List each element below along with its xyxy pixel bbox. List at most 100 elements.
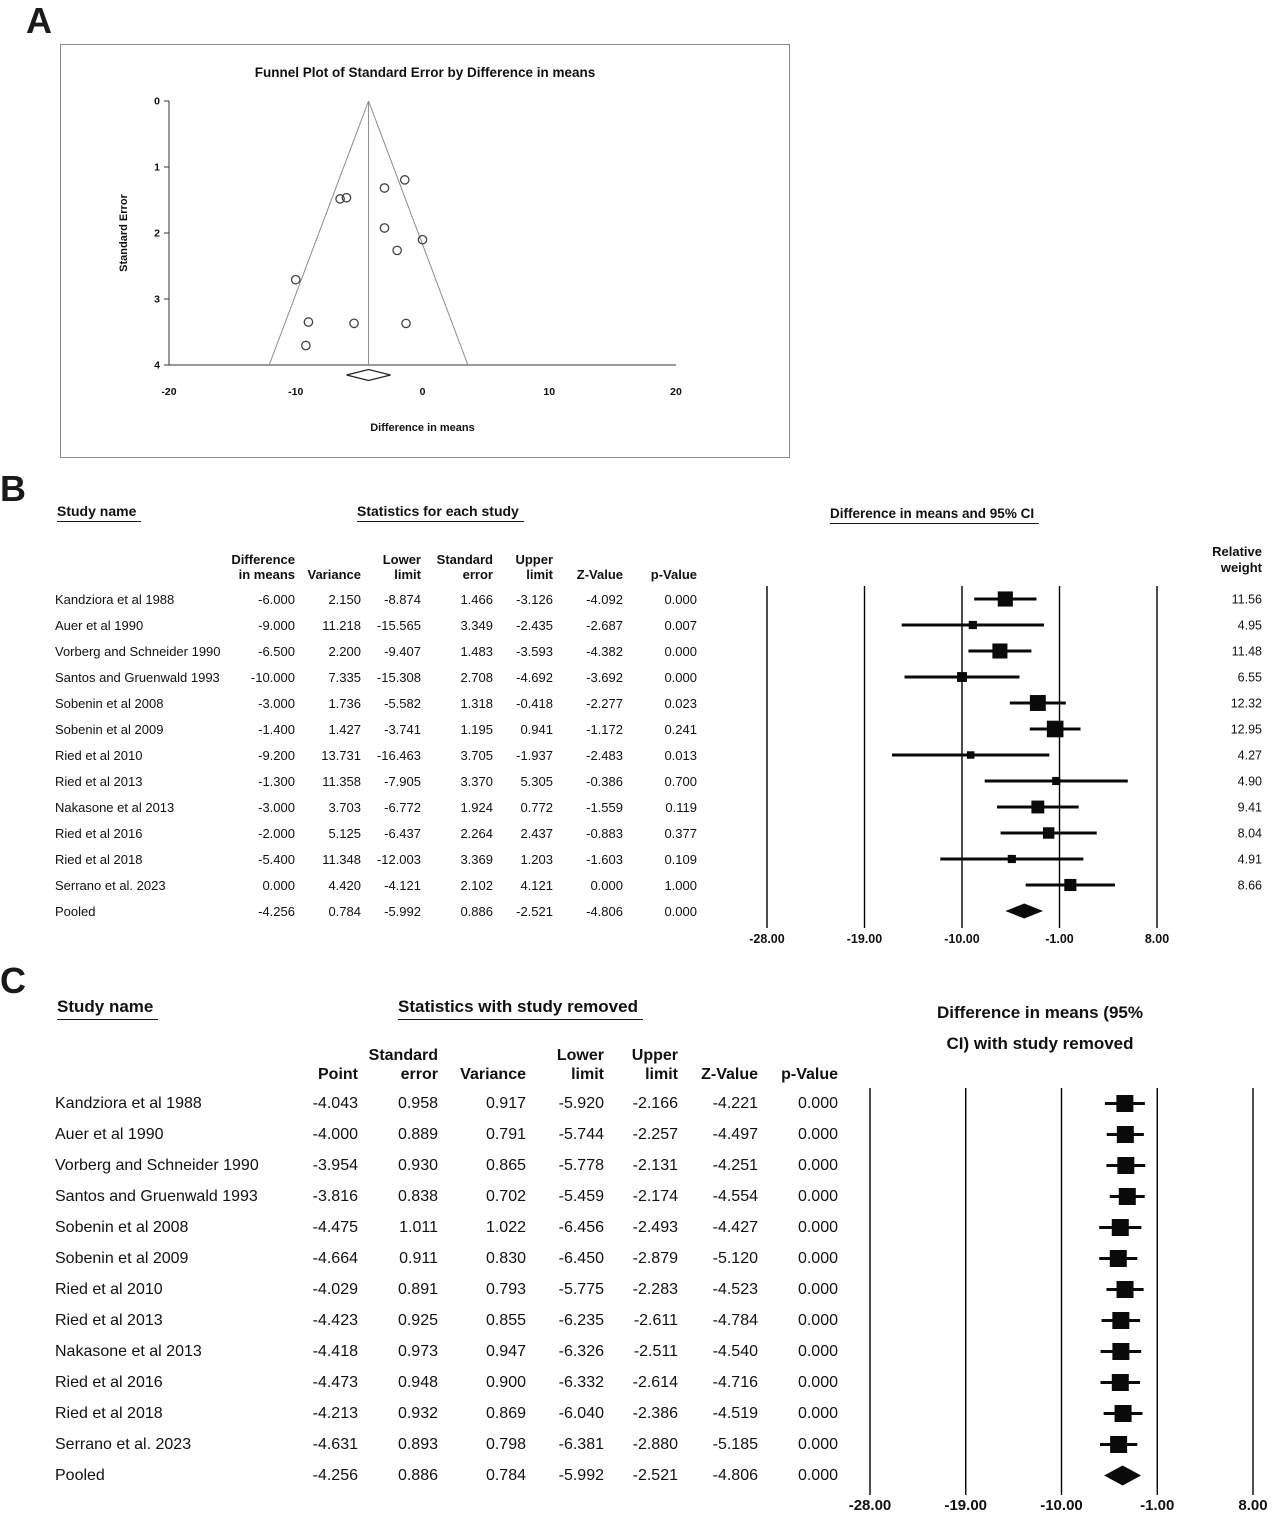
stat-cell-lower: -6.437 bbox=[384, 825, 421, 841]
stat-cell-point: -3.816 bbox=[312, 1187, 358, 1205]
study-row: Auer et al 1990 -9.000 11.218 -15.565 3.349 -… bbox=[55, 612, 699, 638]
stat-cell-p: 0.109 bbox=[664, 851, 697, 867]
study-name-cell: Kandziora et al 1988 bbox=[55, 591, 175, 607]
study-point bbox=[301, 340, 311, 351]
point-estimate-square bbox=[997, 591, 1013, 607]
stat-cell-se: 0.838 bbox=[397, 1187, 438, 1205]
study-point bbox=[399, 175, 410, 185]
stat-cell-upper: -2.521 bbox=[516, 903, 553, 919]
stat-cell-z: -4.554 bbox=[712, 1187, 758, 1205]
stat-cell-p: 0.023 bbox=[664, 695, 697, 711]
stat-cell-se: 2.102 bbox=[460, 877, 493, 893]
stat-cell-p: 0.241 bbox=[664, 721, 697, 737]
relative-weight-value: 12.32 bbox=[1231, 697, 1262, 711]
point-estimate-square bbox=[1064, 878, 1077, 892]
panel-c-column-header-row: Point Standard error Variance Lower limit … bbox=[55, 1036, 840, 1088]
col-header-upper-limit: Upper limit bbox=[495, 544, 555, 586]
stat-cell-z: -1.172 bbox=[586, 721, 623, 737]
col-header-variance: Variance bbox=[440, 1036, 528, 1088]
weight-header-line1: Relative bbox=[1212, 544, 1262, 559]
y-tick-label: 1 bbox=[154, 162, 160, 174]
stat-cell-variance: 0.784 bbox=[485, 1466, 526, 1484]
pooled-diamond-open bbox=[346, 368, 391, 382]
panel-b-stats-group-header: Statistics for each study bbox=[357, 503, 524, 522]
stat-cell-z: -2.483 bbox=[586, 747, 623, 763]
col-header-line: Standard bbox=[368, 1047, 438, 1064]
stat-cell-lower: -5.459 bbox=[558, 1187, 604, 1205]
point-estimate-square bbox=[966, 751, 975, 759]
stat-cell-lower: -5.775 bbox=[558, 1280, 604, 1298]
point-estimate-square bbox=[957, 672, 967, 682]
stat-cell-variance: 2.200 bbox=[328, 643, 361, 659]
stat-cell-lower: -5.582 bbox=[384, 695, 421, 711]
stat-cell-p: 0.000 bbox=[797, 1311, 838, 1329]
stat-cell-p: 0.700 bbox=[664, 773, 697, 789]
stat-cell-z: -5.185 bbox=[712, 1435, 758, 1453]
col-header-lower-limit: Lower limit bbox=[363, 544, 423, 586]
stat-cell-upper: -2.174 bbox=[632, 1187, 678, 1205]
stat-cell-variance: 11.348 bbox=[322, 851, 361, 867]
relative-weight-value: 11.56 bbox=[1232, 593, 1262, 607]
axis-tick-label: 8.00 bbox=[1145, 932, 1169, 946]
col-header-line: Upper bbox=[631, 1047, 678, 1064]
panel-a-label: A bbox=[26, 0, 52, 41]
stat-cell-diff: -3.000 bbox=[258, 695, 295, 711]
stat-cell-variance: 0.702 bbox=[485, 1187, 526, 1205]
study-name-cell: Sobenin et al 2009 bbox=[55, 721, 164, 737]
col-header-line: Variance bbox=[307, 567, 362, 582]
stat-cell-se: 0.925 bbox=[397, 1311, 438, 1329]
stat-cell-se: 0.932 bbox=[397, 1404, 438, 1422]
point-estimate-square bbox=[1116, 1126, 1134, 1143]
stat-cell-z: -4.251 bbox=[712, 1156, 758, 1174]
stat-cell-p: 0.000 bbox=[797, 1435, 838, 1453]
stat-cell-lower: -6.040 bbox=[558, 1404, 604, 1422]
stat-cell-variance: 0.798 bbox=[485, 1435, 526, 1453]
stat-cell-se: 1.483 bbox=[460, 643, 493, 659]
study-name-cell: Ried et al 2013 bbox=[55, 1311, 163, 1329]
col-header-variance: Variance bbox=[297, 544, 363, 586]
study-name-cell: Ried et al 2018 bbox=[55, 851, 143, 867]
stat-cell-point: -4.475 bbox=[312, 1218, 358, 1236]
study-row: Kandziora et al 1988 -4.043 0.958 0.917 -5.9… bbox=[55, 1088, 840, 1119]
point-estimate-square bbox=[1116, 1281, 1134, 1298]
point-estimate-square bbox=[1052, 776, 1061, 786]
point-estimate-square bbox=[1111, 1374, 1129, 1391]
study-point bbox=[379, 183, 390, 193]
stat-cell-lower: -12.003 bbox=[376, 851, 421, 867]
col-header-upper-limit: Upper limit bbox=[606, 1036, 680, 1088]
relative-weight-value: 12.95 bbox=[1231, 723, 1262, 737]
stat-cell-z: -4.427 bbox=[712, 1218, 758, 1236]
study-row: Ried et al 2018 -5.400 11.348 -12.003 3.369 1… bbox=[55, 846, 699, 872]
funnel-right-line bbox=[368, 100, 469, 366]
panel-c-study-name-header: Study name bbox=[57, 997, 159, 1020]
stat-cell-z: -2.277 bbox=[586, 695, 623, 711]
stat-cell-diff: -4.256 bbox=[258, 903, 295, 919]
stat-cell-z: -4.519 bbox=[712, 1404, 758, 1422]
stat-cell-upper: 0.941 bbox=[520, 721, 553, 737]
study-name-cell: Pooled bbox=[55, 903, 96, 919]
stat-cell-upper: -2.131 bbox=[632, 1156, 678, 1174]
stat-cell-p: 0.007 bbox=[664, 617, 697, 633]
col-header-line: Point bbox=[318, 1066, 358, 1083]
stat-cell-diff: 0.000 bbox=[262, 877, 295, 893]
point-estimate-square bbox=[1007, 854, 1016, 864]
x-axis-title: Difference in means bbox=[370, 422, 475, 434]
col-header-line: limit bbox=[571, 1066, 604, 1083]
stat-cell-se: 1.011 bbox=[399, 1218, 438, 1236]
study-name-cell: Ried et al 2010 bbox=[55, 747, 143, 763]
col-header-standard-error: Standard error bbox=[360, 1036, 440, 1088]
funnel-plot-title: Funnel Plot of Standard Error by Differe… bbox=[254, 65, 596, 80]
stat-cell-upper: -2.521 bbox=[632, 1466, 678, 1484]
stat-cell-z: -4.716 bbox=[712, 1373, 758, 1391]
stat-cell-p: 0.000 bbox=[664, 903, 697, 919]
funnel-plot: 0 1 2 3 4 -20 -10 0 10 20 Difference in means Stand… bbox=[118, 96, 682, 435]
stat-cell-z: -1.603 bbox=[586, 851, 623, 867]
stat-cell-p: 0.000 bbox=[797, 1218, 838, 1236]
col-header-line: limit bbox=[394, 567, 421, 582]
stat-cell-p: 0.000 bbox=[664, 643, 697, 659]
point-estimate-square bbox=[1042, 827, 1055, 839]
study-row: Nakasone et al 2013 -4.418 0.973 0.947 -6.32… bbox=[55, 1336, 840, 1367]
stat-cell-lower: -7.905 bbox=[384, 773, 421, 789]
stat-cell-upper: -1.937 bbox=[516, 747, 553, 763]
stat-cell-p: 0.000 bbox=[797, 1249, 838, 1267]
